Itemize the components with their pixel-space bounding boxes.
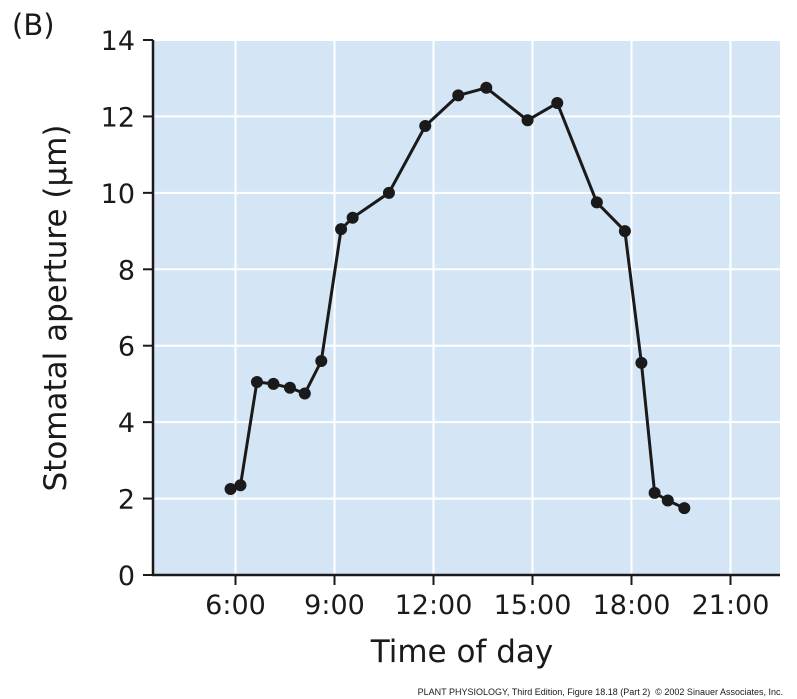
y-tick-label: 4 — [118, 408, 135, 439]
credit-book: PLANT PHYSIOLOGY — [417, 687, 507, 697]
credit-copyright: © 2002 Sinauer Associates, Inc. — [655, 687, 783, 697]
data-point — [382, 186, 395, 199]
y-tick-label: 14 — [101, 26, 135, 57]
data-point — [551, 97, 564, 110]
data-point — [661, 494, 674, 507]
data-point — [678, 502, 691, 515]
data-point — [635, 356, 648, 369]
x-axis-title: Time of day — [370, 634, 553, 670]
data-point — [234, 479, 247, 492]
y-tick-label: 6 — [118, 332, 135, 363]
credit-edition: , Third Edition, Figure 18.18 (Part 2) — [506, 687, 651, 697]
tick-labels: 0 2 4 6 8 10 12 14 6:00 9:00 12:00 15:00 18:00 21:00 — [101, 26, 770, 621]
data-point — [283, 381, 296, 394]
data-point — [315, 355, 328, 367]
y-tick-label: 8 — [118, 255, 135, 286]
data-series — [224, 81, 691, 515]
data-point — [590, 196, 603, 209]
data-point — [298, 387, 311, 400]
y-tick-label: 2 — [118, 485, 135, 516]
grid-lines — [153, 39, 780, 575]
data-point — [224, 483, 237, 496]
data-point — [521, 114, 534, 127]
figure-credit: PLANT PHYSIOLOGY, Third Edition, Figure … — [418, 687, 783, 697]
y-axis-title: Stomatal aperture (μm) — [38, 124, 74, 491]
x-tick-label: 21:00 — [692, 590, 770, 621]
x-tick-label: 15:00 — [494, 590, 572, 621]
x-tick-label: 12:00 — [395, 590, 473, 621]
x-tick-label: 18:00 — [593, 590, 671, 621]
data-point — [618, 225, 631, 238]
data-point — [335, 223, 348, 236]
data-point — [346, 211, 359, 224]
data-point — [648, 486, 661, 499]
data-point — [250, 376, 263, 389]
data-point — [452, 89, 465, 102]
y-tick-label: 10 — [101, 179, 135, 210]
x-tick-label: 9:00 — [304, 590, 365, 621]
data-point — [480, 81, 493, 94]
x-tick-label: 6:00 — [205, 590, 266, 621]
axes — [143, 39, 780, 585]
panel-label: (B) — [12, 8, 55, 42]
y-tick-label: 0 — [118, 561, 135, 592]
data-point — [419, 119, 432, 132]
plot-background — [153, 40, 780, 575]
data-point — [267, 377, 280, 390]
y-tick-label: 12 — [101, 102, 135, 133]
